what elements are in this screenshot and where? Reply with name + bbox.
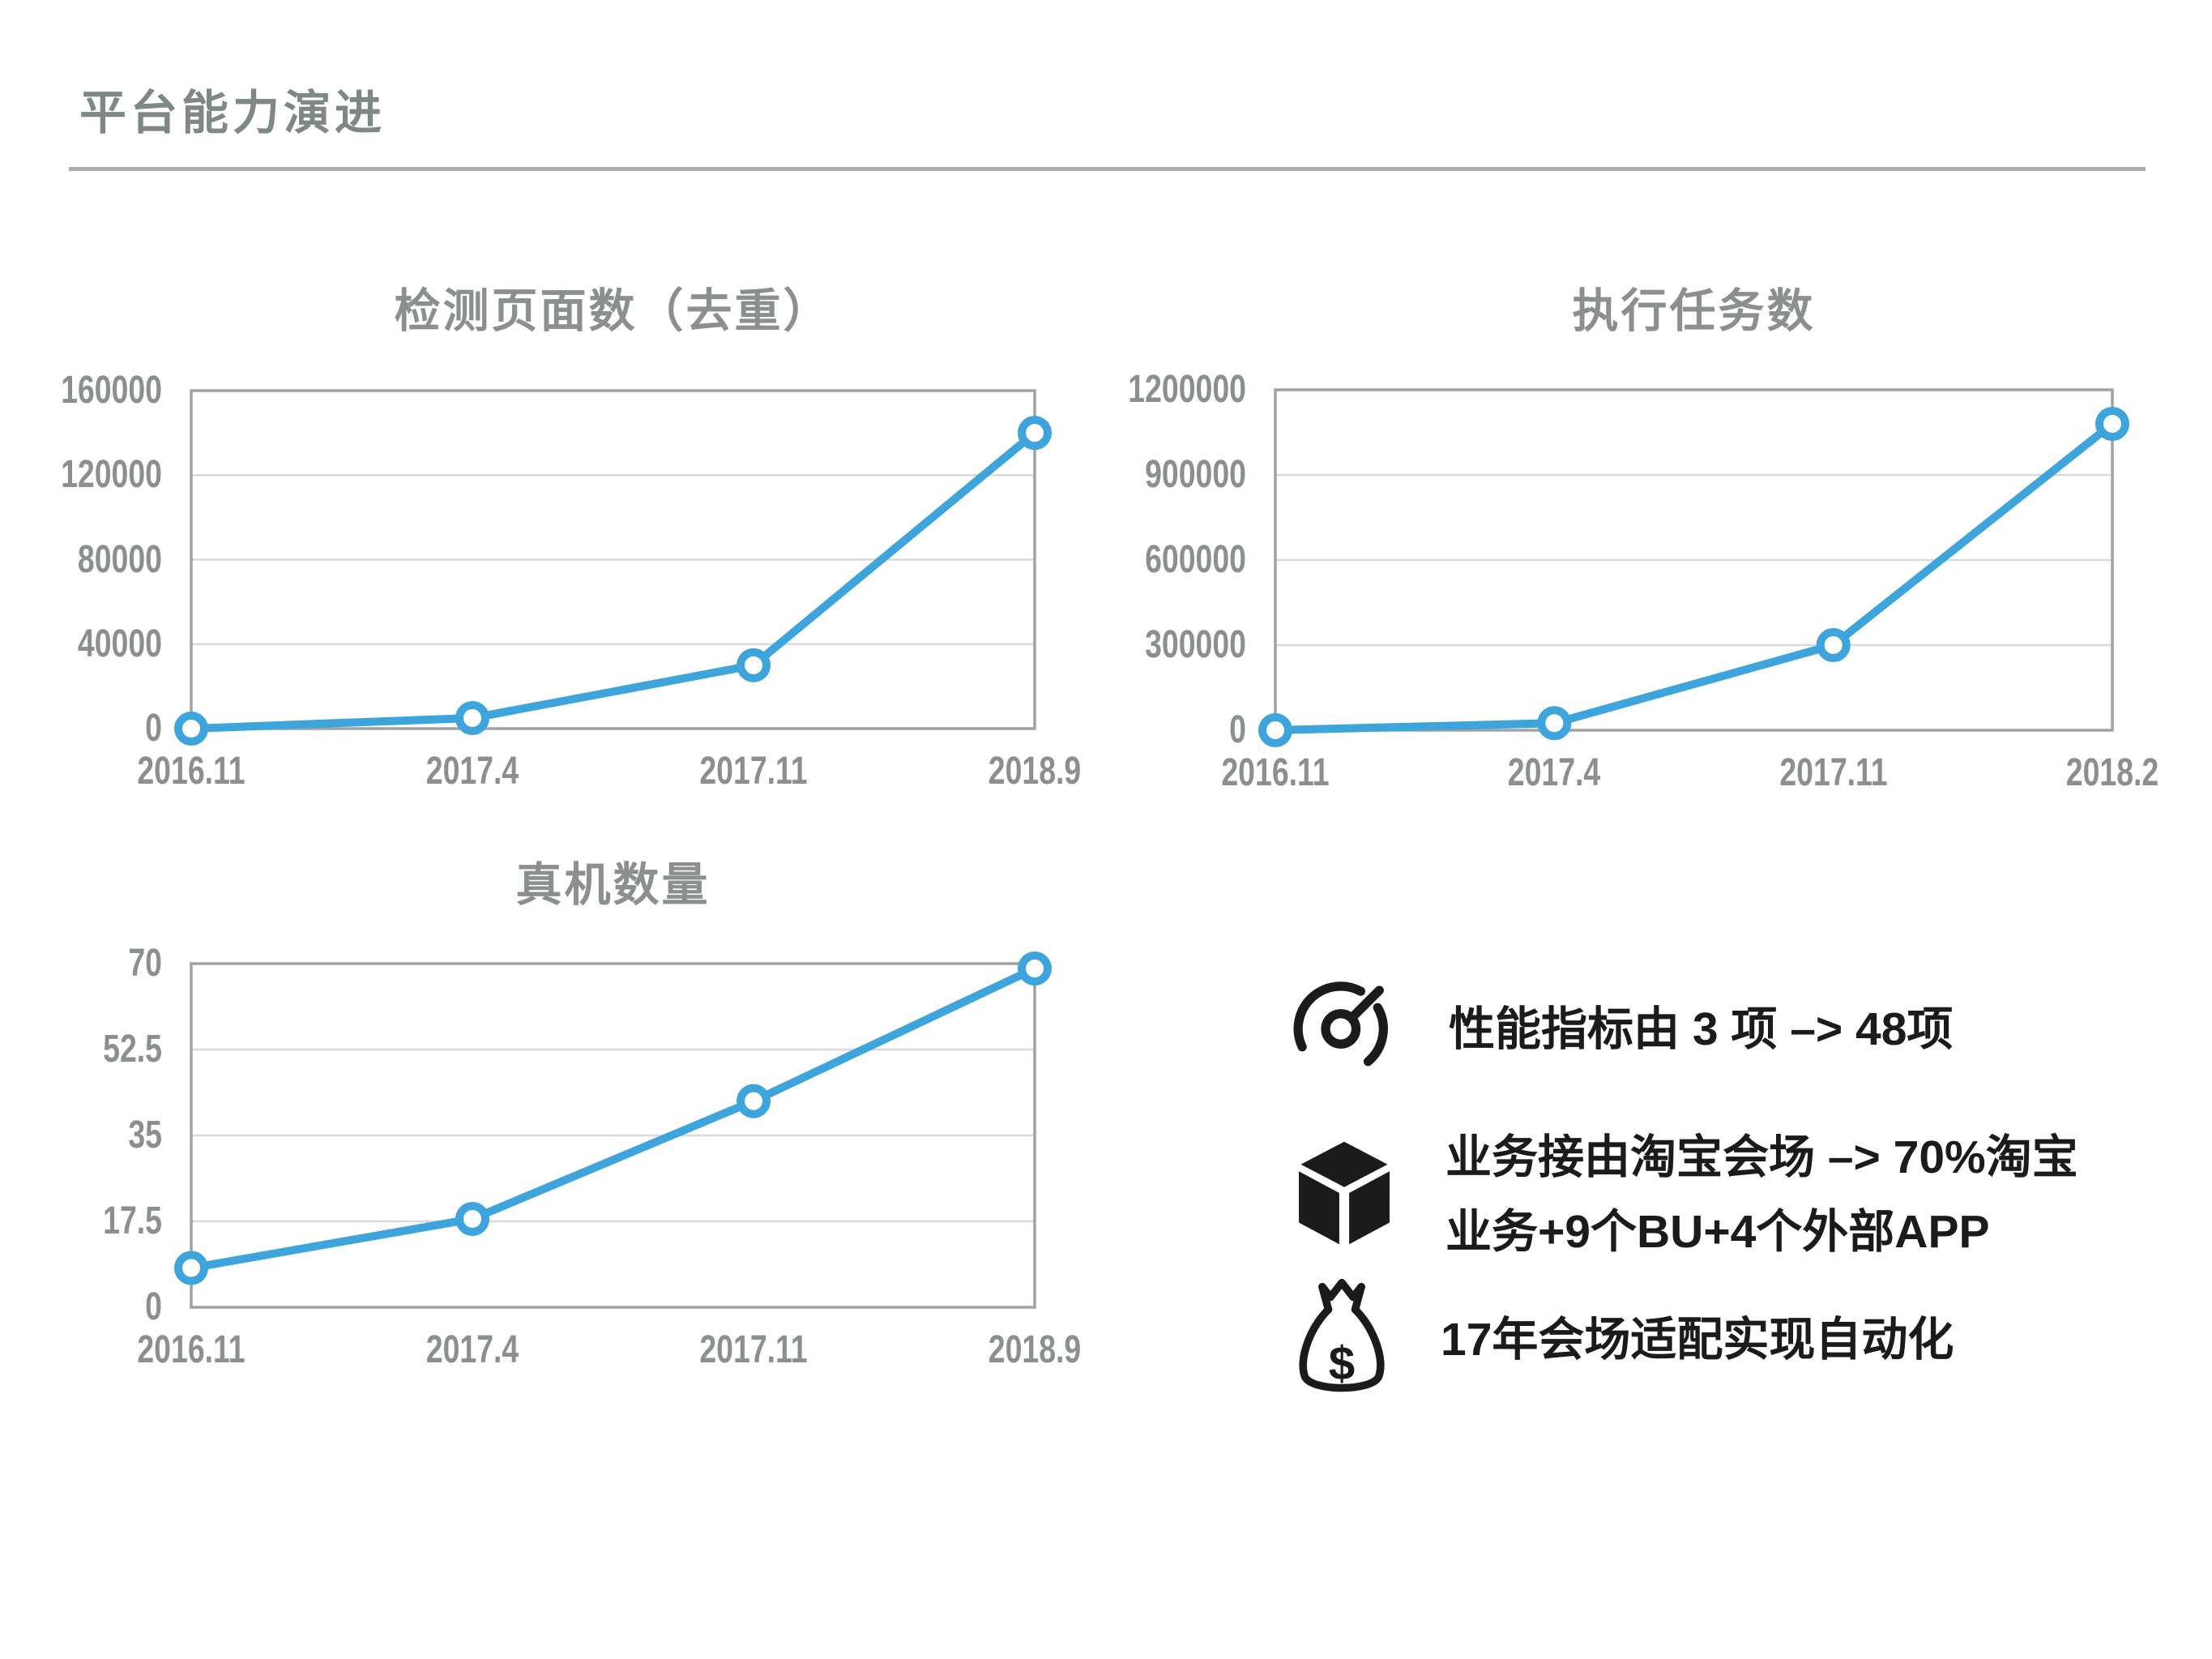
plot-area (174, 389, 1052, 746)
annotation-automation: $ 17年会场适配实现自动化 (1285, 1272, 1954, 1406)
data-line (187, 964, 1039, 1272)
chart-title: 真机数量 (515, 859, 711, 911)
header-rule (69, 167, 2146, 171)
plot-area (174, 951, 1052, 1309)
annotation-line: 17年会场适配实现自动化 (1441, 1313, 1954, 1366)
chart-title: 执行任务数 (1572, 285, 1816, 337)
annotation-line: 业务+9个BU+4个外部APP (1445, 1206, 1990, 1258)
x-axis-tick: 2018.9 (988, 750, 1082, 793)
dollar-symbol: $ (1329, 1337, 1355, 1390)
money-bag-icon: $ (1285, 1272, 1399, 1406)
plot-border (190, 962, 1036, 1309)
x-axis-tick: 2017.11 (699, 750, 808, 793)
annotation-line: 性能指标由 3 项 –> 48项 (1449, 1003, 1954, 1055)
x-axis-tick: 2018.9 (988, 1328, 1082, 1371)
y-axis-tick: 600000 (1145, 538, 1246, 581)
data-point-marker (174, 1251, 208, 1285)
x-axis-tick: 2016.11 (137, 750, 246, 793)
data-line (187, 429, 1039, 733)
annotation-text: 业务接由淘宝会场 –> 70%淘宝 业务+9个BU+4个外部APP (1445, 1120, 2078, 1269)
y-axis-tick: 80000 (77, 537, 162, 581)
y-axis-tick: 52.5 (103, 1028, 162, 1071)
data-point-marker (737, 648, 771, 682)
data-line (1271, 420, 2116, 734)
x-axis-tick: 2017.4 (425, 1328, 519, 1371)
y-axis-tick: 0 (145, 707, 162, 750)
y-axis-tick: 17.5 (103, 1199, 162, 1242)
data-point-marker (2095, 407, 2129, 441)
y-axis-tick: 70 (128, 942, 162, 985)
y-axis-tick: 300000 (1145, 623, 1246, 666)
data-point-marker (1258, 713, 1292, 747)
y-axis-tick: 0 (145, 1285, 162, 1328)
cube-icon (1285, 1131, 1403, 1259)
x-axis-tick: 2017.11 (1779, 751, 1888, 794)
data-point-marker (1018, 416, 1052, 451)
data-point-marker (455, 700, 489, 735)
x-axis-tick: 2017.4 (425, 750, 519, 793)
annotation-performance-metrics: 性能指标由 3 项 –> 48项 (1285, 966, 1953, 1092)
y-axis-tick: 160000 (61, 369, 162, 412)
annotation-text: 17年会场适配实现自动化 (1441, 1302, 1954, 1377)
x-axis-tick: 2016.11 (137, 1328, 246, 1371)
data-point-marker (1018, 951, 1052, 986)
y-axis-tick: 40000 (77, 622, 162, 665)
y-axis-tick: 0 (1229, 708, 1246, 751)
data-point-marker (737, 1084, 771, 1118)
plot-border (1274, 388, 2114, 732)
annotation-text: 性能指标由 3 项 –> 48项 (1449, 992, 1953, 1067)
y-axis-tick: 900000 (1145, 453, 1246, 496)
y-axis-tick: 120000 (61, 453, 162, 497)
x-axis-tick: 2017.4 (1508, 751, 1601, 794)
plot-area (1258, 388, 2129, 747)
x-axis-tick: 2018.2 (2065, 751, 2159, 794)
annotation-business-coverage: 业务接由淘宝会场 –> 70%淘宝 业务+9个BU+4个外部APP (1285, 1120, 2078, 1269)
y-axis-tick: 1200000 (1128, 368, 1246, 411)
data-point-marker (455, 1201, 489, 1236)
x-axis-tick: 2017.11 (699, 1328, 808, 1371)
annotation-line: 业务接由淘宝会场 –> 70%淘宝 (1445, 1131, 2078, 1183)
x-axis-tick: 2016.11 (1221, 751, 1330, 794)
gauge-icon (1285, 966, 1407, 1092)
y-axis-tick: 35 (128, 1114, 162, 1157)
data-point-marker (1537, 706, 1572, 741)
plot-border (190, 389, 1036, 730)
data-point-marker (174, 712, 208, 746)
chart-title: 检测页面数（去重） (394, 285, 832, 337)
page-title: 平台能力演进 (79, 87, 386, 139)
data-point-marker (1816, 628, 1851, 662)
